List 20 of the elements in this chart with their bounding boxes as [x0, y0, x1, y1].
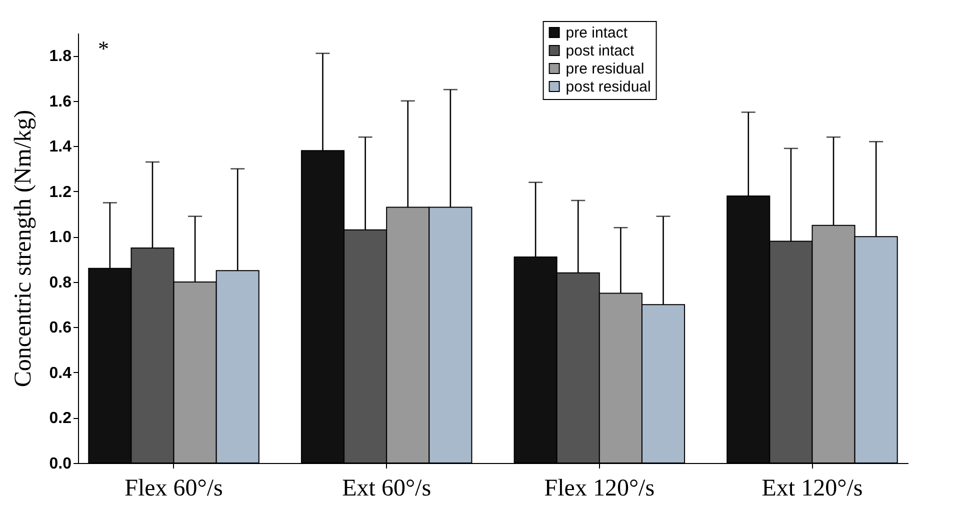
- y-tick-label: 1.6: [49, 93, 72, 110]
- y-tick-label: 0.0: [49, 456, 72, 472]
- x-tick-label: Flex 120°/s: [544, 476, 655, 502]
- y-tick-label: 0.6: [49, 320, 72, 337]
- x-tick-label: Flex 60°/s: [124, 476, 223, 502]
- y-tick-label: 0.4: [49, 364, 72, 382]
- x-tick-label: Ext 120°/s: [762, 476, 863, 502]
- annotation: *: [98, 36, 109, 61]
- legend-label: post intact: [566, 42, 636, 60]
- x-tick-label: Ext 60°/s: [342, 476, 432, 502]
- legend-label: pre intact: [566, 24, 628, 42]
- y-tick-label: 1.8: [49, 48, 72, 66]
- y-tick-label: 1.4: [49, 138, 72, 156]
- y-tick-label: 1.0: [49, 229, 72, 246]
- y-axis-title: Concentric strength (Nm/kg): [10, 110, 36, 388]
- y-tick-label: 1.2: [49, 184, 72, 201]
- legend-label: pre residual: [566, 60, 644, 78]
- y-tick-label: 0.2: [49, 410, 72, 428]
- legend-label: post residual: [566, 78, 651, 96]
- y-tick-label: 0.8: [49, 274, 72, 292]
